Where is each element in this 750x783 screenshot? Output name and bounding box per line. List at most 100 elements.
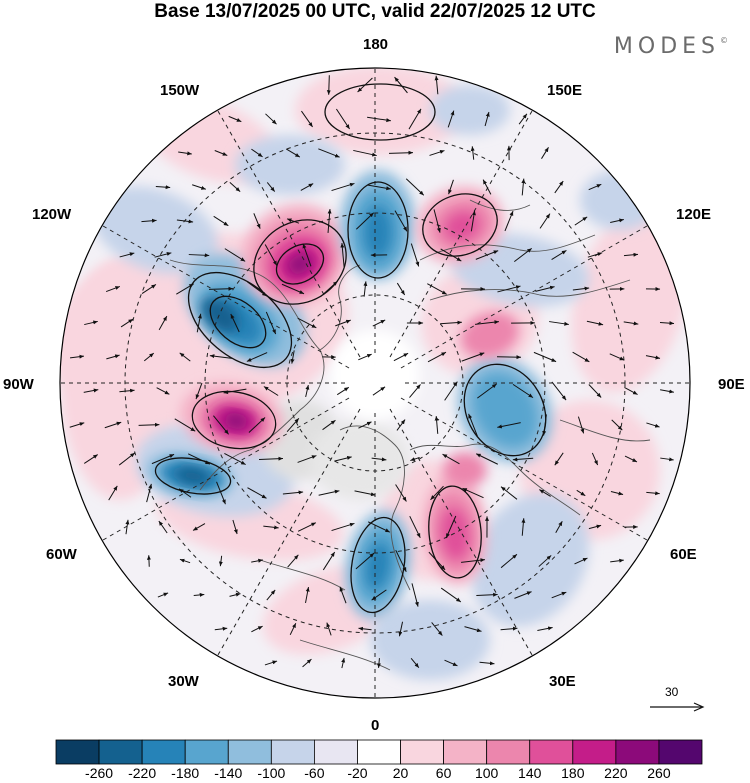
colorbar-swatch (227, 739, 272, 765)
wind-vector (442, 453, 460, 465)
label-30e: 30E (549, 673, 576, 690)
wind-vector (572, 286, 590, 291)
label-90w: 90W (3, 376, 34, 393)
wind-vector (470, 210, 476, 232)
wind-vector (192, 523, 206, 531)
wind-vector (393, 352, 409, 362)
wind-vector (610, 490, 624, 496)
coastline (409, 443, 581, 516)
wind-vector (146, 483, 153, 503)
meridian-line (214, 408, 361, 661)
wind-vector (336, 386, 350, 396)
wind-vector (395, 549, 407, 573)
colorbar-swatch (184, 739, 229, 765)
colorbar-label: 220 (604, 765, 628, 781)
map-border (59, 67, 691, 699)
wind-vector (218, 555, 223, 567)
meridian-line (97, 222, 350, 369)
wind-vector (448, 179, 454, 195)
map-title: Base 13/07/2025 00 UTC, valid 22/07/2025… (154, 1, 596, 22)
wind-vector (646, 491, 660, 496)
anomaly-area (472, 372, 538, 448)
wind-vector (430, 485, 444, 501)
wind-vector (477, 383, 497, 399)
coastline (469, 199, 531, 211)
wind-vector (409, 384, 421, 398)
wind-vector (388, 150, 414, 155)
wind-vector (512, 457, 534, 462)
wind-vector (539, 213, 551, 229)
wind-vector (624, 455, 638, 463)
wind-vector (587, 252, 603, 258)
colorbar-swatch (486, 739, 531, 765)
wind-vector (410, 243, 420, 267)
wind-vector (322, 419, 336, 431)
wind-vector (320, 280, 338, 298)
coastline (319, 264, 361, 351)
wind-vector (659, 321, 675, 326)
wind-vector (208, 286, 234, 291)
wind-vector (281, 283, 305, 295)
pole-area (330, 330, 420, 420)
wind-vector (253, 213, 261, 229)
wind-vector (247, 281, 267, 297)
wind-vector (372, 319, 386, 327)
logo-mark: © (720, 36, 728, 45)
logo-text: MODES (613, 34, 720, 59)
wind-vector (158, 520, 168, 534)
wind-vector (334, 456, 352, 462)
wind-vector (83, 388, 99, 393)
wind-vector (445, 515, 457, 539)
colorbar-label: 20 (392, 765, 409, 781)
label-30w: 30W (168, 673, 199, 690)
coastline (339, 425, 411, 591)
anomaly-area (370, 600, 490, 680)
wind-vector (247, 487, 267, 499)
wind-vector (214, 150, 228, 156)
wind-vector (363, 281, 368, 297)
label-120e: 120E (676, 206, 712, 223)
wind-vector (482, 179, 492, 195)
wind-vector (251, 625, 263, 633)
wind-vector (538, 555, 552, 567)
wind-vector (541, 147, 549, 159)
coastline (299, 639, 391, 671)
wind-vector (588, 524, 602, 530)
wind-vector (574, 557, 588, 565)
wind-vector (588, 183, 602, 191)
colorbar-swatch (443, 739, 488, 765)
anomaly-area (444, 211, 480, 241)
wind-vector (470, 146, 475, 160)
wind-vector (216, 481, 226, 505)
label-120w: 120W (32, 206, 72, 223)
wind-vector (646, 422, 660, 428)
coastlines (169, 199, 651, 671)
height-contour (324, 83, 436, 141)
colorbar-label: 180 (561, 765, 585, 781)
height-contour (422, 193, 498, 257)
wind-vector (496, 355, 522, 360)
wind-vector (289, 622, 297, 636)
meridian-line (389, 408, 536, 661)
wind-vector (660, 389, 674, 394)
wind-vector (358, 353, 372, 361)
wind-vector (409, 515, 421, 539)
wind-vector (154, 252, 172, 258)
wind-vector (106, 354, 120, 360)
wind-vector (287, 554, 299, 568)
wind-vector (500, 553, 518, 569)
wind-vector (246, 352, 268, 362)
wind-vector (248, 417, 266, 433)
wind-vector (214, 626, 228, 631)
anomaly-area (295, 68, 465, 155)
label-150e: 150E (547, 82, 583, 99)
wind-vector (251, 558, 263, 563)
wind-vector (232, 519, 238, 535)
wind-vector (230, 313, 240, 333)
colorbar-swatch (55, 739, 100, 765)
wind-vector (326, 622, 332, 636)
meridian-line (400, 397, 653, 544)
height-contour (463, 363, 547, 457)
wind-vector (305, 384, 310, 398)
wind-vector (209, 354, 233, 359)
